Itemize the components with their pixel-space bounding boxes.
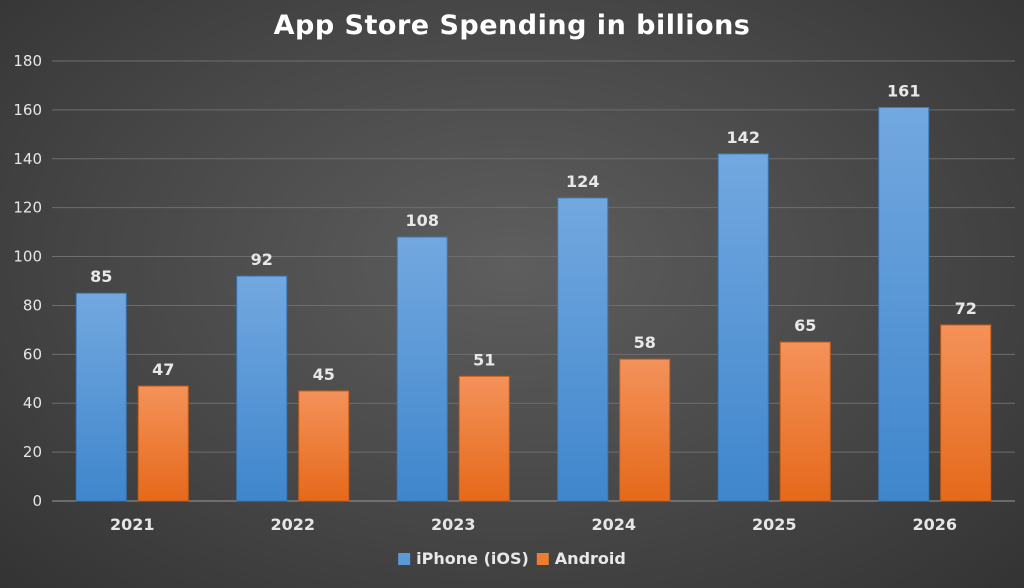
y-tick-label: 0 [32,492,42,510]
bar-android-2024 [619,358,671,502]
data-label: 72 [955,299,977,318]
bar-android-2023 [458,375,510,502]
legend-swatch [536,553,549,565]
x-tick-label: 2023 [431,515,476,534]
y-tick-label: 60 [23,345,42,363]
data-label: 124 [566,172,599,191]
y-tick-label: 160 [13,101,42,119]
legend-label: iPhone (iOS) [416,549,529,568]
bar-ios-2024 [557,197,609,502]
y-tick-label: 180 [13,52,42,70]
y-axis: 0 20 40 60 80 100 120 140 160 180 [13,52,42,510]
bar-android-2021 [137,385,189,502]
data-label: 65 [794,316,816,335]
data-label: 161 [887,81,920,100]
y-tick-label: 140 [13,150,42,168]
chart-title: App Store Spending in billions [274,10,751,41]
x-tick-label: 2021 [110,515,155,534]
data-label: 58 [634,333,656,352]
bar-android-2022 [298,390,350,502]
legend-label: Android [555,549,626,568]
bar-ios-2021 [75,292,127,502]
data-label: 142 [727,128,760,147]
y-tick-label: 40 [23,394,42,412]
bar-ios-2026 [878,106,930,502]
data-label: 85 [90,267,112,286]
x-tick-label: 2024 [591,515,636,534]
data-label: 92 [251,250,273,269]
data-label: 108 [406,211,439,230]
bars: 85 47 92 45 108 51 124 58 142 65 161 72 [75,81,992,502]
bar-ios-2023 [396,236,448,502]
bar-ios-2025 [717,153,769,502]
data-label: 47 [152,360,174,379]
data-label: 51 [473,350,495,369]
x-tick-label: 2025 [752,515,797,534]
bar-android-2025 [779,341,831,502]
bar-android-2026 [940,324,992,502]
data-label: 45 [313,365,335,384]
x-tick-label: 2022 [270,515,315,534]
y-tick-label: 100 [13,248,42,266]
gridlines [52,60,1015,502]
y-tick-label: 80 [23,296,42,314]
x-axis: 2021 2022 2023 2024 2025 2026 [110,515,957,534]
x-tick-label: 2026 [912,515,957,534]
legend-swatch [398,553,411,565]
y-tick-label: 120 [13,199,42,217]
bar-ios-2022 [236,275,288,502]
y-tick-label: 20 [23,443,42,461]
legend: iPhone (iOS) Android [398,549,626,568]
